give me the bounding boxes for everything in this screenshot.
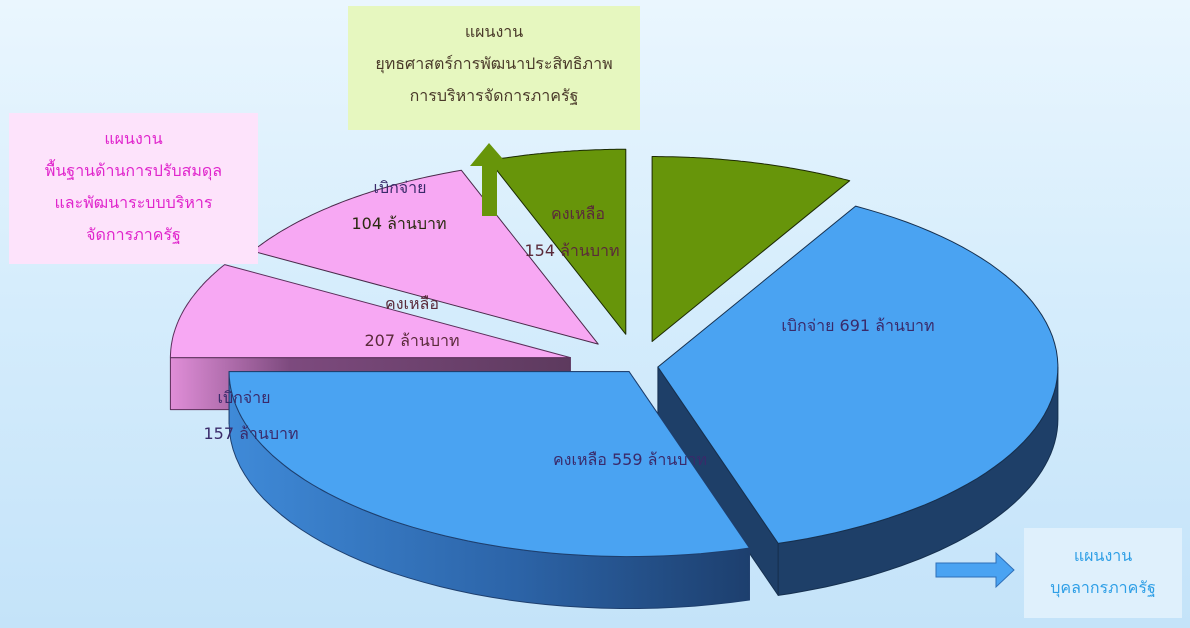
pie-slices — [169, 148, 1059, 609]
slice-label-personnel-remaining: คงเหลือ 559 ล้านบาท — [553, 450, 707, 469]
pie-slice — [228, 371, 750, 558]
green-up-arrow-icon — [470, 143, 509, 216]
pink-diagonal-arrow-icon — [212, 283, 288, 336]
slice-label-basic-paid-value: 157 ล้านบาท — [203, 424, 298, 443]
slice-label-strategy-remaining-value: 154 ล้านบาท — [524, 241, 619, 260]
legend-box-personnel-plan: แผนงาน บุคลากรภาครัฐ — [1024, 528, 1182, 618]
slice-label-strategy-paid-value: 104 ล้านบาท — [351, 214, 446, 233]
pie-slice — [252, 169, 599, 345]
pie-slice — [651, 156, 851, 342]
slice-label-personnel-paid: เบิกจ่าย 691 ล้านบาท — [781, 316, 934, 335]
slice-label-basic-remaining: คงเหลือ — [385, 294, 439, 313]
legend-line: แผนงาน — [104, 129, 163, 148]
arrows — [212, 143, 1015, 589]
slice-label-basic-paid: เบิกจ่าย — [217, 388, 270, 407]
slice-label-basic-remaining-value: 207 ล้านบาท — [364, 331, 459, 350]
legend-line: และพัฒนาระบบบริหาร — [54, 193, 213, 212]
legend-box-basic-plan: แผนงาน พื้นฐานด้านการปรับสมดุล และพัฒนาร… — [9, 113, 258, 264]
legend-line: จัดการภาครัฐ — [86, 225, 181, 244]
legend-line: ยุทธศาสตร์การพัฒนาประสิทธิภาพ — [375, 54, 613, 73]
legend-line: พื้นฐานด้านการปรับสมดุล — [44, 161, 223, 180]
pie-slice — [657, 205, 1059, 544]
blue-right-arrow-icon — [935, 551, 1015, 589]
slice-label-strategy-paid: เบิกจ่าย — [373, 178, 426, 197]
legend-line: แผนงาน — [464, 22, 524, 41]
pie-slice — [169, 264, 571, 359]
pie-slice — [488, 148, 627, 335]
legend-box-strategy-plan: แผนงาน ยุทธศาสตร์การพัฒนาประสิทธิภาพ การ… — [348, 6, 640, 130]
legend-line: แผนงาน — [1073, 546, 1133, 565]
legend-line: บุคลากรภาครัฐ — [1050, 578, 1156, 597]
legend-line: การบริหารจัดการภาครัฐ — [409, 86, 579, 105]
slice-label-strategy-remaining: คงเหลือ — [551, 204, 605, 223]
